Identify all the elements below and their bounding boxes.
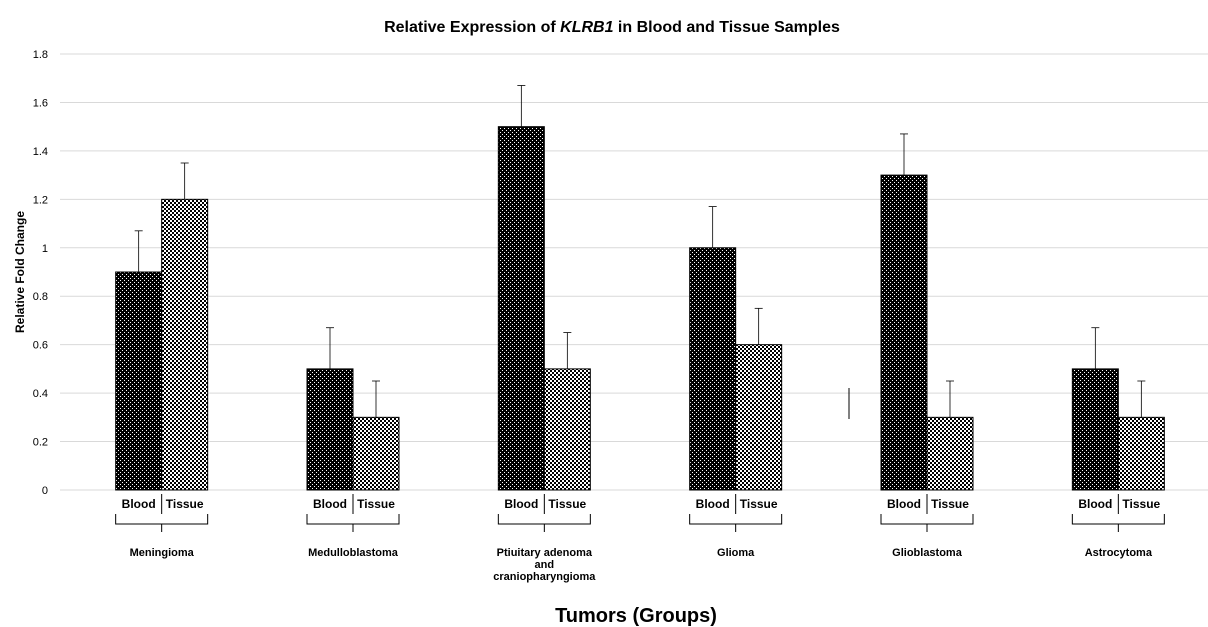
category-label: and — [535, 559, 555, 571]
series-label-tissue: Tissue — [740, 497, 778, 511]
group-bracket — [1071, 514, 1165, 532]
series-label-tissue: Tissue — [1122, 497, 1160, 511]
y-tick-label: 0.4 — [33, 388, 48, 400]
y-tick-label: 0.6 — [33, 340, 48, 352]
x-axis-label: Tumors (Groups) — [555, 605, 717, 627]
category-label: Ptiuitary adenoma — [497, 547, 593, 559]
series-label-tissue: Tissue — [357, 497, 395, 511]
bar-blood — [115, 271, 163, 491]
y-tick-label: 1.4 — [33, 146, 48, 158]
series-label-tissue: Tissue — [548, 497, 586, 511]
x-tick-labels: Blood Tissue Meningioma Blood Tissue Medullob… — [115, 494, 1165, 583]
y-tick-label: 1.6 — [33, 97, 48, 109]
y-tick-label: 1.8 — [33, 49, 48, 61]
gridlines — [60, 53, 1208, 491]
bar-tissue — [352, 416, 400, 491]
series-label-blood: Blood — [887, 497, 921, 511]
y-tick-label: 1.2 — [33, 194, 48, 206]
series-label-tissue: Tissue — [931, 497, 969, 511]
series-label-blood: Blood — [122, 497, 156, 511]
series-label-tissue: Tissue — [166, 497, 204, 511]
category-label: Glioblastoma — [892, 547, 963, 559]
bar-tissue — [1117, 416, 1165, 491]
category-label: Medulloblastoma — [308, 547, 399, 559]
y-axis-label: Relative Fold Change — [13, 211, 27, 333]
y-tick-label: 0.2 — [33, 437, 48, 449]
bar-blood — [306, 368, 354, 491]
bar-tissue — [926, 416, 974, 491]
bar-blood — [1071, 368, 1119, 491]
y-tick-label: 0.8 — [33, 291, 48, 303]
series-label-blood: Blood — [504, 497, 538, 511]
group-bracket — [115, 514, 209, 532]
bar-blood — [497, 126, 545, 491]
category-label: Glioma — [717, 547, 755, 559]
bar-blood — [880, 174, 928, 491]
category-label: craniopharyngioma — [493, 571, 596, 583]
series-label-blood: Blood — [696, 497, 730, 511]
bars — [115, 126, 1165, 491]
bar-tissue — [161, 198, 209, 491]
chart-title: Relative Expression of KLRB1 in Blood an… — [384, 19, 840, 36]
chart-title-gene: KLRB1 — [560, 19, 613, 36]
group-bracket — [306, 514, 400, 532]
bar-tissue — [543, 368, 591, 491]
group-bracket — [689, 514, 783, 532]
series-label-blood: Blood — [1078, 497, 1112, 511]
group-bracket — [880, 514, 974, 532]
category-label: Astrocytoma — [1085, 547, 1153, 559]
y-tick-label: 0 — [42, 485, 48, 497]
bar-blood — [689, 247, 737, 491]
group-bracket — [497, 514, 591, 532]
series-label-blood: Blood — [313, 497, 347, 511]
bar-tissue — [735, 344, 783, 491]
error-bars — [134, 85, 1146, 418]
y-tick-label: 1 — [42, 243, 48, 255]
category-label: Meningioma — [130, 547, 195, 559]
y-tick-labels: 0 0.2 0.4 0.6 0.8 1 1.2 1.4 1.6 1.8 — [33, 49, 48, 497]
